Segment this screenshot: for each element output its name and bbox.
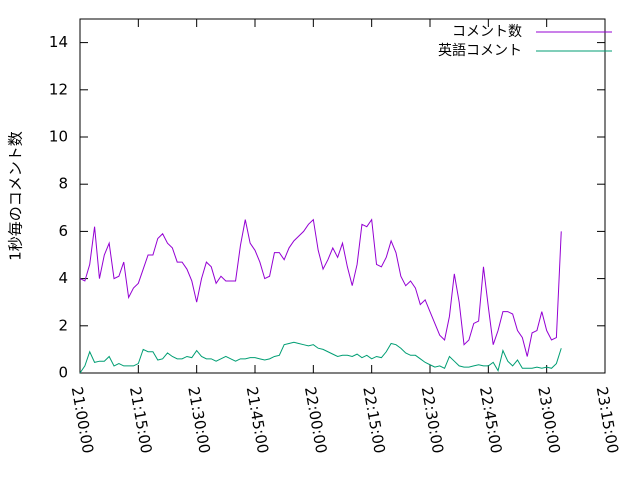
y-tick-label: 10 xyxy=(49,128,68,146)
y-tick-label: 2 xyxy=(58,316,68,334)
y-axis-label: 1秒毎のコメント数 xyxy=(7,131,25,261)
y-tick-label: 4 xyxy=(58,269,68,287)
x-tick-label: 22:00:00 xyxy=(301,385,330,454)
legend-label: コメント数 xyxy=(452,24,522,40)
x-tick-label: 22:15:00 xyxy=(359,385,388,454)
x-tick-label: 23:15:00 xyxy=(593,385,622,454)
x-tick-label: 21:15:00 xyxy=(126,385,155,454)
x-tick-label: 22:30:00 xyxy=(418,385,447,454)
x-tick-label: 21:00:00 xyxy=(68,385,97,454)
plot-border xyxy=(79,18,606,374)
y-tick-label: 6 xyxy=(58,222,68,240)
y-tick-label: 0 xyxy=(58,364,68,382)
y-tick-label: 12 xyxy=(49,80,68,98)
x-tick-label: 21:30:00 xyxy=(184,385,213,454)
y-tick-label: 8 xyxy=(58,175,68,193)
x-tick-label: 21:45:00 xyxy=(243,385,272,454)
series-line xyxy=(79,218,562,357)
x-tick-label: 22:45:00 xyxy=(476,385,505,454)
y-tick-label: 14 xyxy=(49,33,68,51)
x-tick-label: 23:00:00 xyxy=(534,385,563,454)
legend-label: 英語コメント xyxy=(438,42,522,59)
series-line xyxy=(79,341,562,374)
